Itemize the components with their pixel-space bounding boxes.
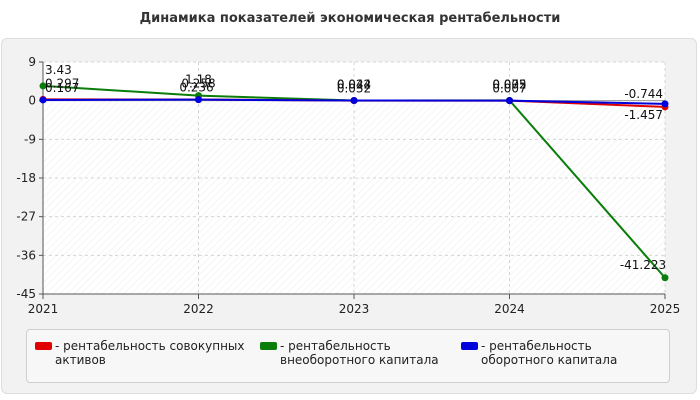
legend-item-total-assets[interactable]: - рентабельность совокупных активов xyxy=(35,339,250,367)
chart-title: Динамика показателей экономическая рента… xyxy=(139,11,561,26)
data-point-2 xyxy=(39,96,47,104)
data-label: 1.18 xyxy=(185,73,212,87)
data-label: 0.167 xyxy=(45,81,79,95)
legend-label: - рентабельность оборотного капитала xyxy=(481,339,618,367)
y-tick-label: -36 xyxy=(16,248,36,262)
legend-item-noncurrent-capital[interactable]: - рентабельность внеоборотного капитала xyxy=(260,339,460,367)
data-point-2 xyxy=(661,100,669,108)
data-label: -1.457 xyxy=(624,108,663,122)
data-label: 3.43 xyxy=(45,63,72,77)
y-tick-label: -27 xyxy=(16,210,36,224)
data-point-2 xyxy=(506,97,513,105)
data-label: 0.032 xyxy=(337,82,371,96)
data-point-1 xyxy=(661,274,669,282)
x-tick-label: 2021 xyxy=(28,302,59,316)
data-label: 0.297 xyxy=(45,76,79,90)
legend-label: - рентабельность внеоборотного капитала xyxy=(280,339,439,367)
data-point-2 xyxy=(195,96,202,104)
data-label: 0.044 xyxy=(337,77,371,91)
x-tick-label: 2025 xyxy=(650,302,681,316)
data-point-1 xyxy=(39,82,47,90)
data-point-2 xyxy=(350,97,358,105)
data-label: 0.022 xyxy=(337,78,371,92)
y-tick-label: -45 xyxy=(16,287,36,301)
data-label: 0.258 xyxy=(181,77,215,91)
legend: - рентабельность совокупных активов - ре… xyxy=(26,329,670,383)
x-tick-label: 2022 xyxy=(183,302,214,316)
y-tick-label: 0 xyxy=(28,94,36,108)
legend-swatch-green xyxy=(260,342,277,350)
legend-swatch-blue xyxy=(461,342,478,350)
data-label: 0.236 xyxy=(179,81,213,95)
data-label: 0.005 xyxy=(492,78,526,92)
legend-item-working-capital[interactable]: - рентабельность оборотного капитала xyxy=(461,339,666,367)
x-tick-label: 2024 xyxy=(494,302,525,316)
y-tick-label: 9 xyxy=(28,55,36,69)
data-label: 0.072 xyxy=(492,77,526,91)
data-label: -41.223 xyxy=(620,258,666,272)
y-tick-label: -9 xyxy=(24,132,36,146)
data-label: -0.744 xyxy=(624,87,663,101)
x-tick-label: 2023 xyxy=(339,302,370,316)
legend-swatch-red xyxy=(35,342,52,350)
data-label: 0.007 xyxy=(492,82,526,96)
y-tick-label: -18 xyxy=(16,171,36,185)
legend-label: - рентабельность совокупных активов xyxy=(55,339,245,367)
